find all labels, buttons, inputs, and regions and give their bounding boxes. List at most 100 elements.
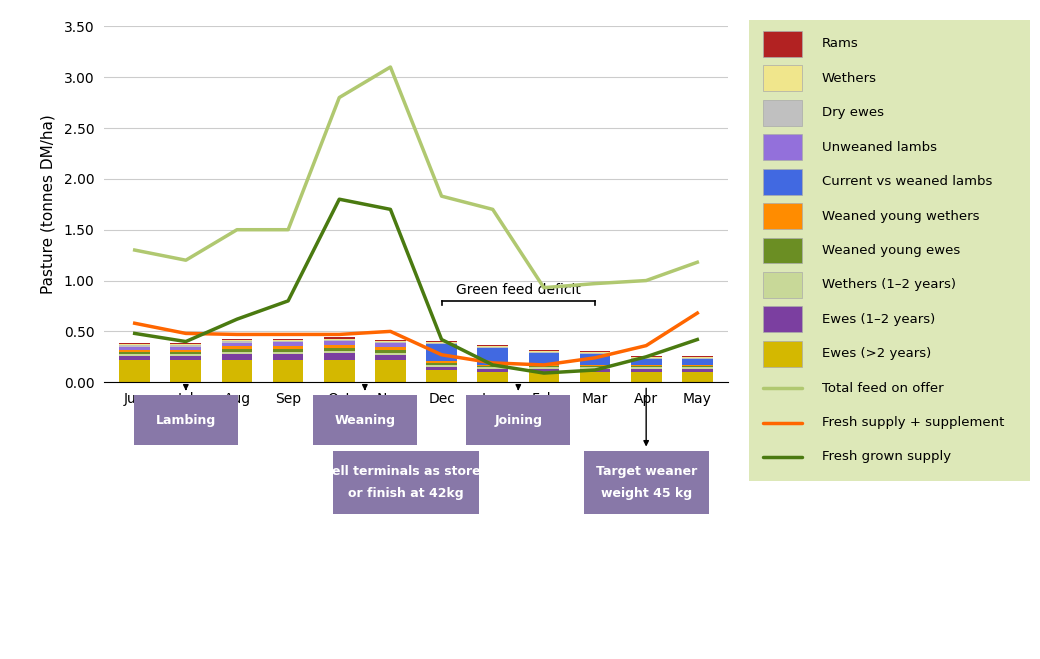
Text: Sell terminals as stores: Sell terminals as stores	[323, 465, 488, 478]
Bar	[762, 65, 802, 92]
Bar	[120, 360, 150, 382]
Text: Ewes (1–2 years): Ewes (1–2 years)	[822, 313, 935, 326]
Bar	[762, 134, 802, 160]
Bar	[323, 339, 355, 341]
Text: Dry ewes: Dry ewes	[822, 106, 884, 119]
Bar	[272, 352, 304, 354]
Bar	[528, 350, 560, 351]
Bar	[323, 348, 355, 351]
Bar	[579, 365, 610, 366]
Bar	[762, 100, 802, 126]
Bar	[528, 365, 560, 366]
Bar	[528, 352, 560, 353]
Bar	[426, 363, 457, 365]
Bar	[222, 352, 253, 354]
Bar	[682, 356, 712, 357]
Bar	[426, 343, 457, 361]
Bar	[272, 345, 304, 349]
Bar	[375, 355, 406, 360]
Bar	[171, 352, 201, 354]
Bar	[682, 359, 712, 365]
Bar	[171, 354, 201, 356]
Bar	[120, 352, 150, 354]
Bar	[222, 354, 253, 360]
Bar	[631, 366, 661, 367]
Bar	[222, 341, 253, 343]
Bar	[682, 367, 712, 369]
Bar	[682, 358, 712, 359]
Bar	[323, 351, 355, 353]
Text: Joining: Joining	[494, 414, 542, 426]
Bar	[631, 372, 661, 382]
Bar	[579, 352, 610, 353]
Bar	[631, 359, 661, 365]
Bar	[682, 369, 712, 372]
Bar	[272, 339, 304, 341]
Bar	[171, 360, 201, 382]
Bar	[477, 367, 509, 369]
Bar	[426, 341, 457, 343]
Bar	[272, 349, 304, 352]
Bar	[323, 345, 355, 348]
Bar	[120, 354, 150, 356]
Text: Weaned young ewes: Weaned young ewes	[822, 244, 960, 257]
Bar	[323, 337, 355, 339]
Bar	[528, 369, 560, 372]
Text: Current vs weaned lambs: Current vs weaned lambs	[822, 175, 992, 188]
Text: weight 45 kg: weight 45 kg	[601, 487, 692, 500]
Bar	[323, 360, 355, 382]
Text: Target weaner: Target weaner	[596, 465, 697, 478]
Bar	[120, 343, 150, 345]
Bar	[762, 31, 802, 57]
Bar	[375, 339, 406, 341]
Bar	[682, 365, 712, 366]
Bar	[477, 348, 509, 365]
Bar	[120, 350, 150, 352]
Bar	[323, 353, 355, 360]
Bar	[477, 372, 509, 382]
Bar	[579, 366, 610, 367]
Bar	[762, 203, 802, 229]
Text: Unweaned lambs: Unweaned lambs	[822, 140, 937, 154]
Bar	[222, 343, 253, 345]
Bar	[682, 366, 712, 367]
Bar	[426, 370, 457, 382]
Bar	[528, 351, 560, 352]
Bar	[682, 372, 712, 382]
Bar	[528, 372, 560, 382]
Text: Wethers: Wethers	[822, 72, 877, 85]
Bar	[762, 341, 802, 366]
Bar	[120, 356, 150, 360]
Text: Lambing: Lambing	[156, 414, 216, 426]
Bar	[375, 341, 406, 343]
Bar	[426, 361, 457, 363]
Bar	[477, 345, 509, 347]
Bar	[477, 366, 509, 367]
Bar	[171, 345, 201, 347]
Bar	[631, 357, 661, 358]
Bar	[375, 347, 406, 350]
Bar	[375, 343, 406, 347]
Text: Green feed deficit: Green feed deficit	[456, 283, 580, 297]
Bar	[762, 237, 802, 264]
Text: Fresh grown supply: Fresh grown supply	[822, 451, 951, 463]
Bar	[222, 360, 253, 382]
Bar	[120, 345, 150, 347]
Bar	[426, 365, 457, 367]
Bar	[631, 365, 661, 366]
Bar	[171, 347, 201, 350]
Bar	[477, 347, 509, 348]
Bar	[528, 367, 560, 369]
Text: or finish at 42kg: or finish at 42kg	[348, 487, 464, 500]
Bar	[631, 356, 661, 357]
Bar	[579, 353, 610, 354]
Bar	[762, 306, 802, 332]
Text: Wethers (1–2 years): Wethers (1–2 years)	[822, 278, 956, 291]
Bar	[171, 343, 201, 345]
Bar	[323, 341, 355, 345]
Bar	[426, 367, 457, 370]
Bar	[120, 347, 150, 350]
Bar	[375, 353, 406, 355]
Bar	[762, 169, 802, 194]
Bar	[631, 367, 661, 369]
